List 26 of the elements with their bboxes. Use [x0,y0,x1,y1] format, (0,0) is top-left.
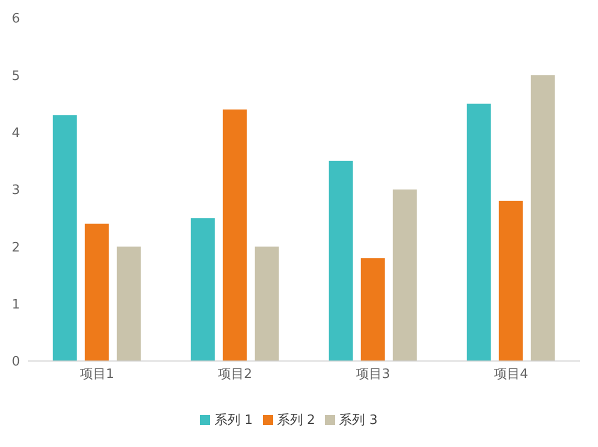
bar [466,104,491,361]
y-tick-label: 0 [12,354,20,370]
legend-label: 系列 3 [339,413,378,428]
bar [254,246,279,361]
bar [530,75,555,361]
bar [52,115,77,361]
y-tick-label: 2 [12,240,20,256]
y-tick-label: 5 [12,68,20,84]
bar [116,246,141,361]
legend-label: 系列 1 [214,413,253,428]
x-tick-label: 项目2 [218,367,252,382]
bar [84,224,109,361]
bar [360,258,385,361]
y-tick-label: 4 [12,126,20,141]
y-tick-label: 6 [12,12,20,27]
x-tick-label: 项目4 [494,367,528,382]
bar [190,218,215,361]
x-tick-label: 项目1 [80,367,114,382]
y-tick-label: 1 [12,297,20,312]
bar [498,200,523,361]
bar [392,190,417,361]
bar [222,109,247,361]
legend-label: 系列 2 [276,413,316,428]
bar [328,160,353,361]
y-tick-label: 3 [12,183,20,198]
x-tick-label: 项目3 [356,367,390,382]
